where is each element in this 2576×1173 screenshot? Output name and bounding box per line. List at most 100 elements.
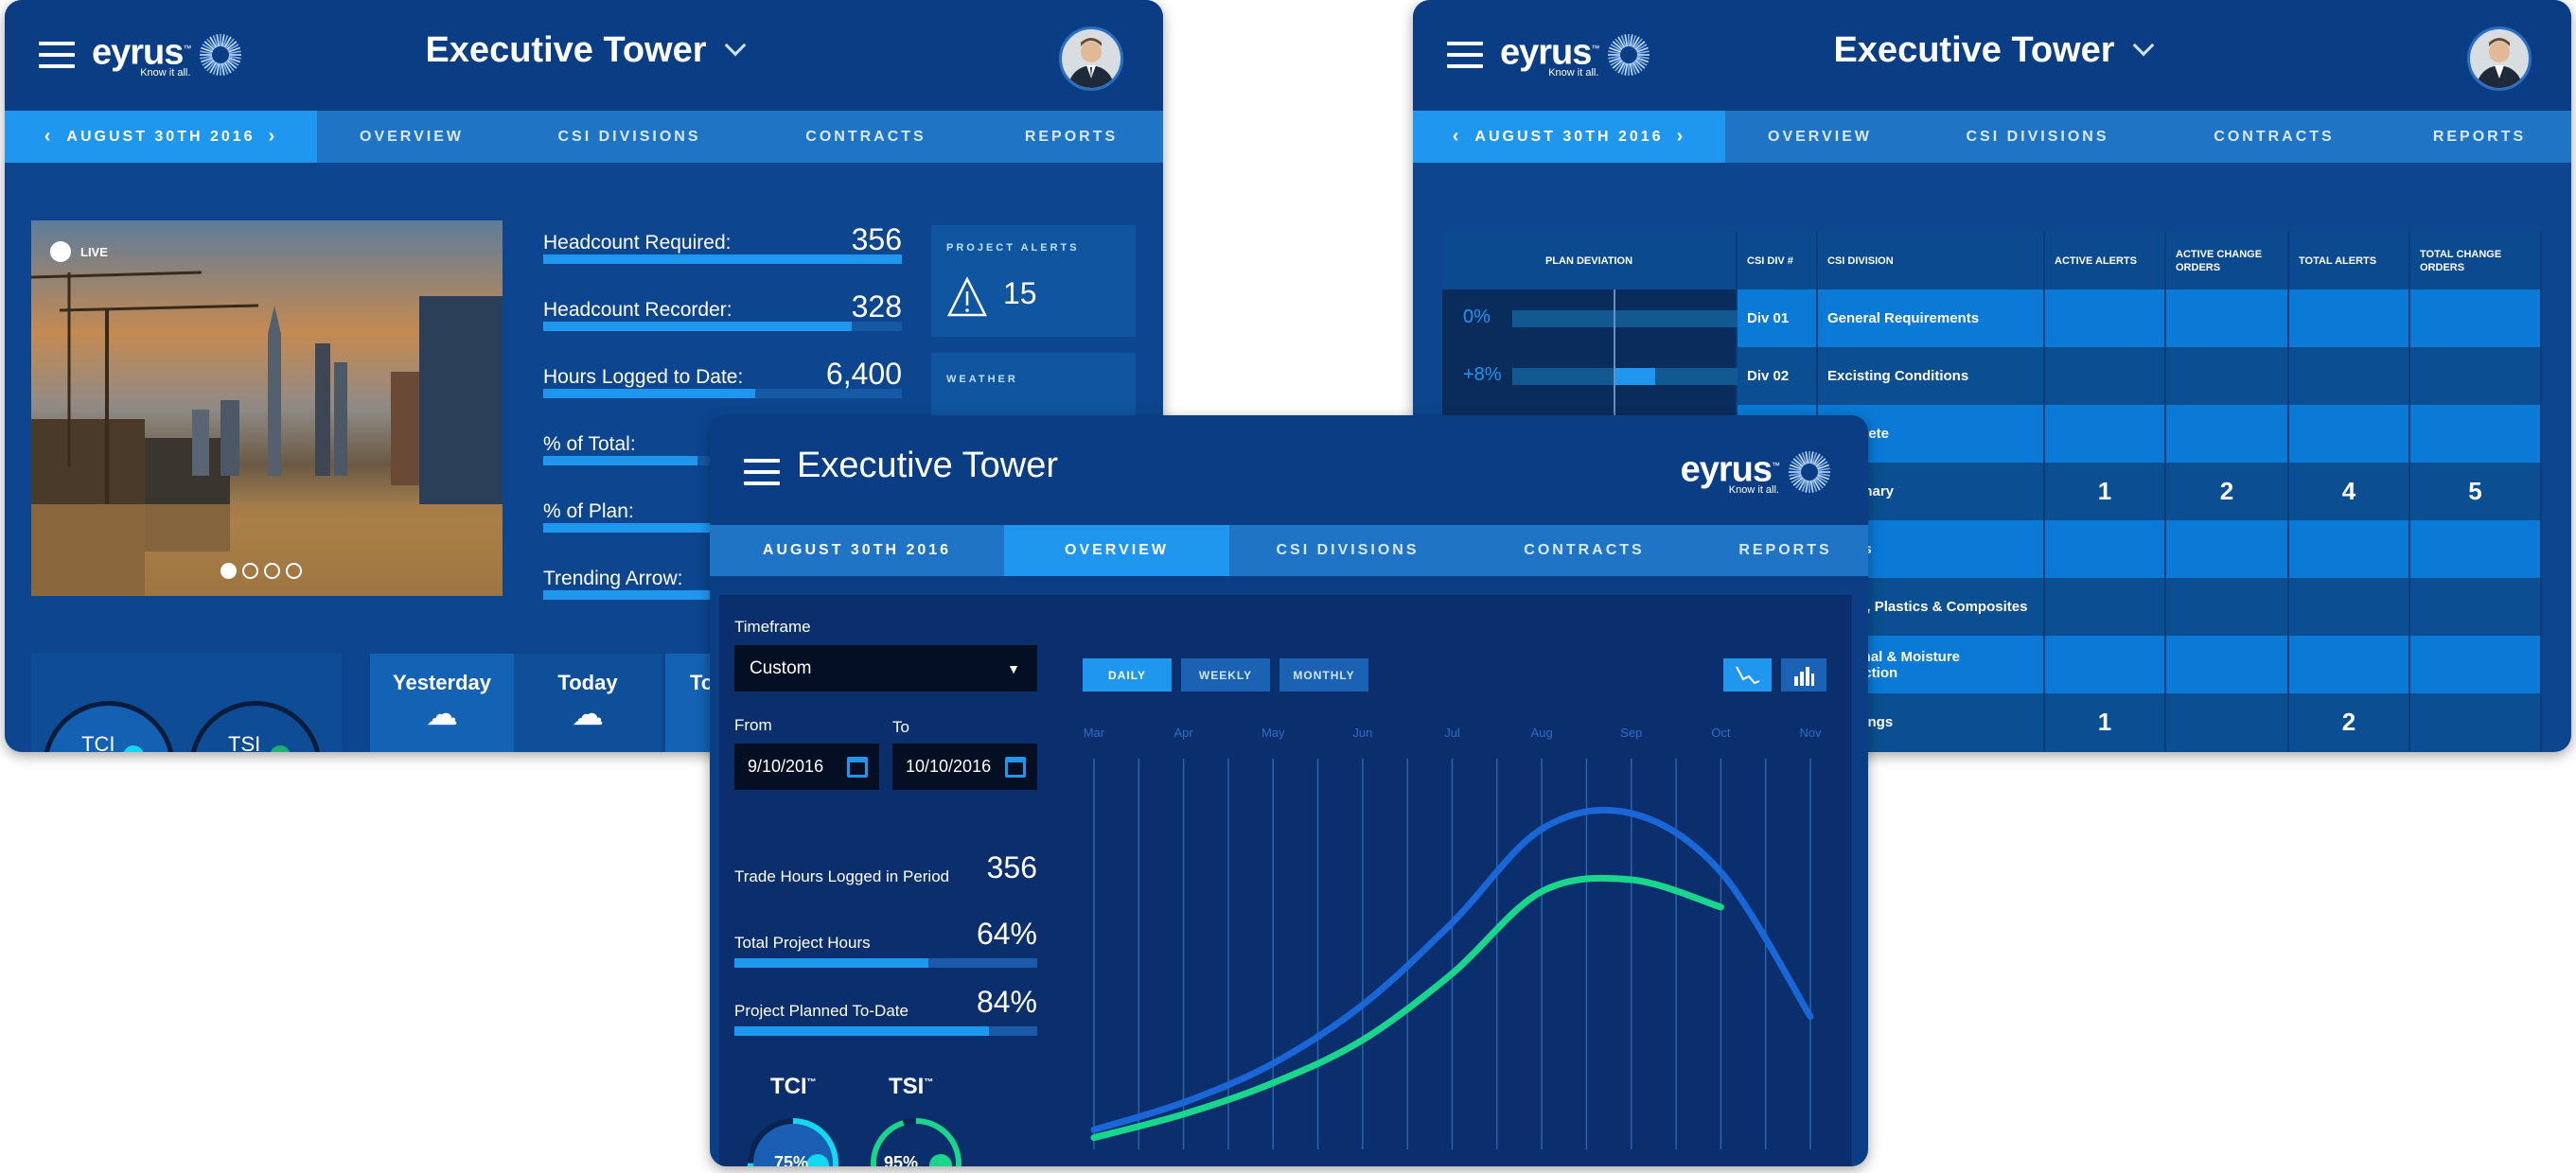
tab-contracts[interactable]: CONTRACTS bbox=[1524, 542, 1645, 558]
active-alerts-cell bbox=[2044, 520, 2166, 578]
tab-csi-divisions[interactable]: CSI DIVISIONS bbox=[557, 128, 701, 145]
logo-tagline: Know it all. bbox=[1548, 66, 1599, 79]
nav-bar: ‹ AUGUST 30TH 2016 › OVERVIEW CSI DIVISION… bbox=[5, 111, 1163, 163]
period-daily-button[interactable]: DAILY bbox=[1083, 658, 1172, 692]
tsi-tm: ™ bbox=[924, 1077, 934, 1088]
tab-reports[interactable]: REPORTS bbox=[2432, 128, 2527, 145]
weather-title: WEATHER bbox=[946, 374, 1018, 385]
total-change-orders-cell: 5 bbox=[2409, 463, 2542, 520]
active-alerts-cell bbox=[2044, 289, 2166, 347]
stat-label: Headcount Required: bbox=[543, 232, 732, 254]
stat-value: 356 bbox=[851, 222, 902, 256]
chevron-right-icon[interactable]: › bbox=[268, 126, 278, 147]
bar-chart-icon[interactable] bbox=[1781, 658, 1826, 692]
tab-csi-divisions[interactable]: CSI DIVISIONS bbox=[1276, 542, 1420, 558]
carousel-dot[interactable] bbox=[242, 563, 258, 579]
tab-csi-divisions[interactable]: CSI DIVISIONS bbox=[1966, 128, 2109, 145]
menu-icon[interactable] bbox=[39, 42, 75, 68]
carousel-dots[interactable] bbox=[221, 563, 302, 579]
avatar[interactable] bbox=[2467, 26, 2532, 91]
project-selector[interactable]: Executive Tower bbox=[5, 30, 1163, 71]
chevron-down-icon[interactable] bbox=[724, 34, 746, 57]
to-date-input[interactable]: 10/10/2016 bbox=[892, 744, 1037, 790]
active-alerts-cell bbox=[2044, 578, 2166, 636]
menu-icon[interactable] bbox=[744, 459, 780, 485]
table-row[interactable]: 0% Div 01 General Requirements bbox=[1442, 289, 2542, 347]
total-change-orders-cell bbox=[2409, 520, 2542, 578]
active-change-orders-cell bbox=[2165, 578, 2289, 636]
logo-tm: ™ bbox=[1772, 461, 1780, 470]
calendar-icon[interactable] bbox=[847, 756, 868, 778]
active-alerts-cell: 1 bbox=[2044, 463, 2166, 520]
from-date-input[interactable]: 9/10/2016 bbox=[734, 744, 879, 790]
table-header-row: PLAN DEVIATION CSI DIV # CSI DIVISION AC… bbox=[1442, 232, 2542, 289]
period-monthly-button[interactable]: MONTHLY bbox=[1279, 658, 1368, 692]
tab-contracts[interactable]: CONTRACTS bbox=[805, 128, 926, 145]
tab-overview[interactable]: OVERVIEW bbox=[1768, 128, 1872, 145]
date-picker[interactable]: ‹ AUGUST 30TH 2016 › bbox=[5, 111, 317, 163]
project-title: Executive Tower bbox=[425, 30, 707, 70]
weather-day-today[interactable]: Today ☁ bbox=[514, 654, 662, 752]
sunburst-icon bbox=[1608, 34, 1650, 77]
project-alerts-card[interactable]: PROJECT ALERTS 15 bbox=[931, 225, 1136, 337]
tab-contracts[interactable]: CONTRACTS bbox=[2214, 128, 2335, 145]
tci-label: TCI bbox=[770, 1074, 807, 1099]
live-camera-feed[interactable]: LIVE bbox=[31, 220, 503, 596]
tsi-gauge: TSI bbox=[189, 701, 322, 752]
timeframe-select[interactable]: Custom ▼ bbox=[734, 645, 1037, 692]
deviation-bar bbox=[1512, 368, 1738, 385]
menu-icon[interactable] bbox=[1447, 42, 1483, 68]
calendar-icon[interactable] bbox=[1005, 756, 1026, 778]
nav-bar: AUGUST 30TH 2016 OVERVIEW CSI DIVISIONS … bbox=[710, 525, 1868, 576]
nav-bar: ‹ AUGUST 30TH 2016 › OVERVIEW CSI DIVISION… bbox=[1413, 111, 2571, 163]
carousel-dot[interactable] bbox=[286, 563, 302, 579]
total-alerts-cell: 2 bbox=[2288, 693, 2410, 751]
col-csi-div-number: CSI DIV # bbox=[1737, 232, 1818, 289]
chevron-down-icon[interactable] bbox=[2132, 34, 2154, 57]
hours-line-chart: Mar Apr May Jun Jul Aug Sep Oct Nov bbox=[1084, 726, 1822, 1149]
stat-row: Total Project Hours 64% bbox=[734, 917, 1037, 968]
date-label: AUGUST 30TH 2016 bbox=[66, 128, 256, 145]
date-picker[interactable]: ‹ AUGUST 30TH 2016 › bbox=[1413, 111, 1725, 163]
total-change-orders-cell bbox=[2409, 693, 2542, 751]
logo-wordmark: eyrus bbox=[1500, 32, 1592, 73]
x-tick-label: Sep bbox=[1620, 726, 1642, 740]
plan-deviation-cell: +8% bbox=[1442, 347, 1738, 405]
tab-reports[interactable]: REPORTS bbox=[1738, 542, 1832, 558]
total-alerts-cell: 4 bbox=[2288, 463, 2410, 520]
weather-day-yesterday[interactable]: Yesterday ☁ bbox=[370, 654, 514, 752]
table-row[interactable]: +8% Div 02 Excisting Conditions bbox=[1442, 347, 2542, 405]
series-line-1 bbox=[1090, 806, 1814, 1133]
tci-title: TCI™ bbox=[770, 1074, 817, 1100]
to-label: To bbox=[892, 718, 909, 736]
live-badge: LIVE bbox=[50, 241, 108, 262]
live-label: LIVE bbox=[80, 244, 108, 259]
chevron-right-icon[interactable]: › bbox=[1676, 126, 1686, 147]
tab-reports[interactable]: REPORTS bbox=[1024, 128, 1119, 145]
chevron-left-icon[interactable]: ‹ bbox=[1452, 126, 1462, 147]
logo-wordmark: eyrus bbox=[1680, 449, 1773, 490]
tsi-label: TSI bbox=[228, 732, 261, 752]
active-change-orders-cell bbox=[2165, 405, 2289, 463]
active-alerts-cell bbox=[2044, 405, 2166, 463]
avatar[interactable] bbox=[1059, 26, 1123, 91]
stat-progress-bar bbox=[543, 389, 902, 398]
date-picker[interactable]: AUGUST 30TH 2016 bbox=[762, 542, 952, 558]
active-change-orders-cell bbox=[2165, 520, 2289, 578]
total-alerts-cell bbox=[2288, 520, 2410, 578]
div-number-cell: Div 01 bbox=[1737, 289, 1818, 347]
stat-label: Hours Logged to Date: bbox=[543, 366, 744, 388]
carousel-dot[interactable] bbox=[221, 563, 237, 579]
line-chart-icon[interactable] bbox=[1723, 658, 1772, 692]
chevron-left-icon[interactable]: ‹ bbox=[44, 126, 54, 147]
tab-overview[interactable]: OVERVIEW bbox=[360, 128, 464, 145]
project-selector[interactable]: Executive Tower bbox=[1413, 30, 2571, 71]
x-tick-label: Aug bbox=[1531, 726, 1553, 740]
eyrus-logo: eyrus™ Know it all. bbox=[1500, 32, 1651, 79]
total-change-orders-cell bbox=[2409, 578, 2542, 636]
logo-tagline: Know it all. bbox=[140, 66, 191, 79]
carousel-dot[interactable] bbox=[264, 563, 280, 579]
total-alerts-cell bbox=[2288, 347, 2410, 405]
period-weekly-button[interactable]: WEEKLY bbox=[1181, 658, 1270, 692]
tab-overview[interactable]: OVERVIEW bbox=[1004, 525, 1229, 576]
